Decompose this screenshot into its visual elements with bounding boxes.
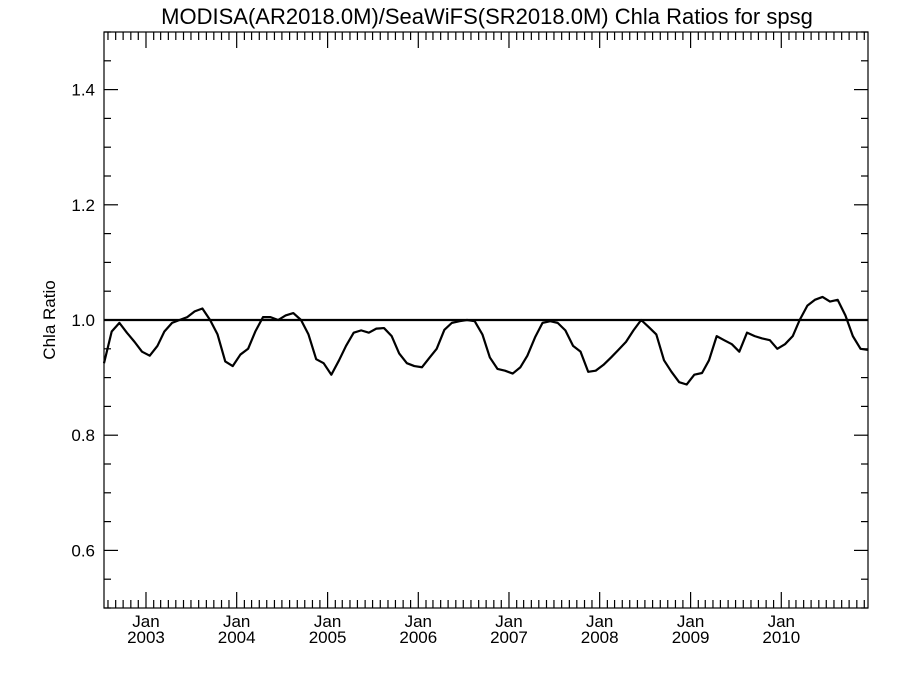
x-tick-year-label: 2007 xyxy=(490,628,528,647)
x-tick-month-label: Jan xyxy=(677,612,704,631)
y-tick-label: 0.8 xyxy=(71,426,95,445)
y-axis-label: Chla Ratio xyxy=(40,280,59,359)
y-tick-label: 0.6 xyxy=(71,541,95,560)
x-tick-month-label: Jan xyxy=(495,612,522,631)
x-tick-year-label: 2009 xyxy=(672,628,710,647)
x-tick-year-label: 2006 xyxy=(399,628,437,647)
y-tick-label: 1.4 xyxy=(71,81,95,100)
x-tick-month-label: Jan xyxy=(586,612,613,631)
x-tick-year-label: 2004 xyxy=(218,628,256,647)
x-tick-year-label: 2010 xyxy=(762,628,800,647)
x-tick-month-label: Jan xyxy=(405,612,432,631)
x-tick-year-label: 2008 xyxy=(581,628,619,647)
x-tick-month-label: Jan xyxy=(132,612,159,631)
x-tick-year-label: 2005 xyxy=(309,628,347,647)
x-tick-month-label: Jan xyxy=(314,612,341,631)
y-tick-label: 1.0 xyxy=(71,311,95,330)
chart-title: MODISA(AR2018.0M)/SeaWiFS(SR2018.0M) Chl… xyxy=(161,4,813,29)
axis-tick-labels: 0.60.81.01.21.4Jan2003Jan2004Jan2005Jan2… xyxy=(71,81,800,647)
x-tick-year-label: 2003 xyxy=(127,628,165,647)
y-tick-label: 1.2 xyxy=(71,196,95,215)
series-line xyxy=(102,295,869,386)
x-tick-month-label: Jan xyxy=(768,612,795,631)
x-tick-month-label: Jan xyxy=(223,612,250,631)
